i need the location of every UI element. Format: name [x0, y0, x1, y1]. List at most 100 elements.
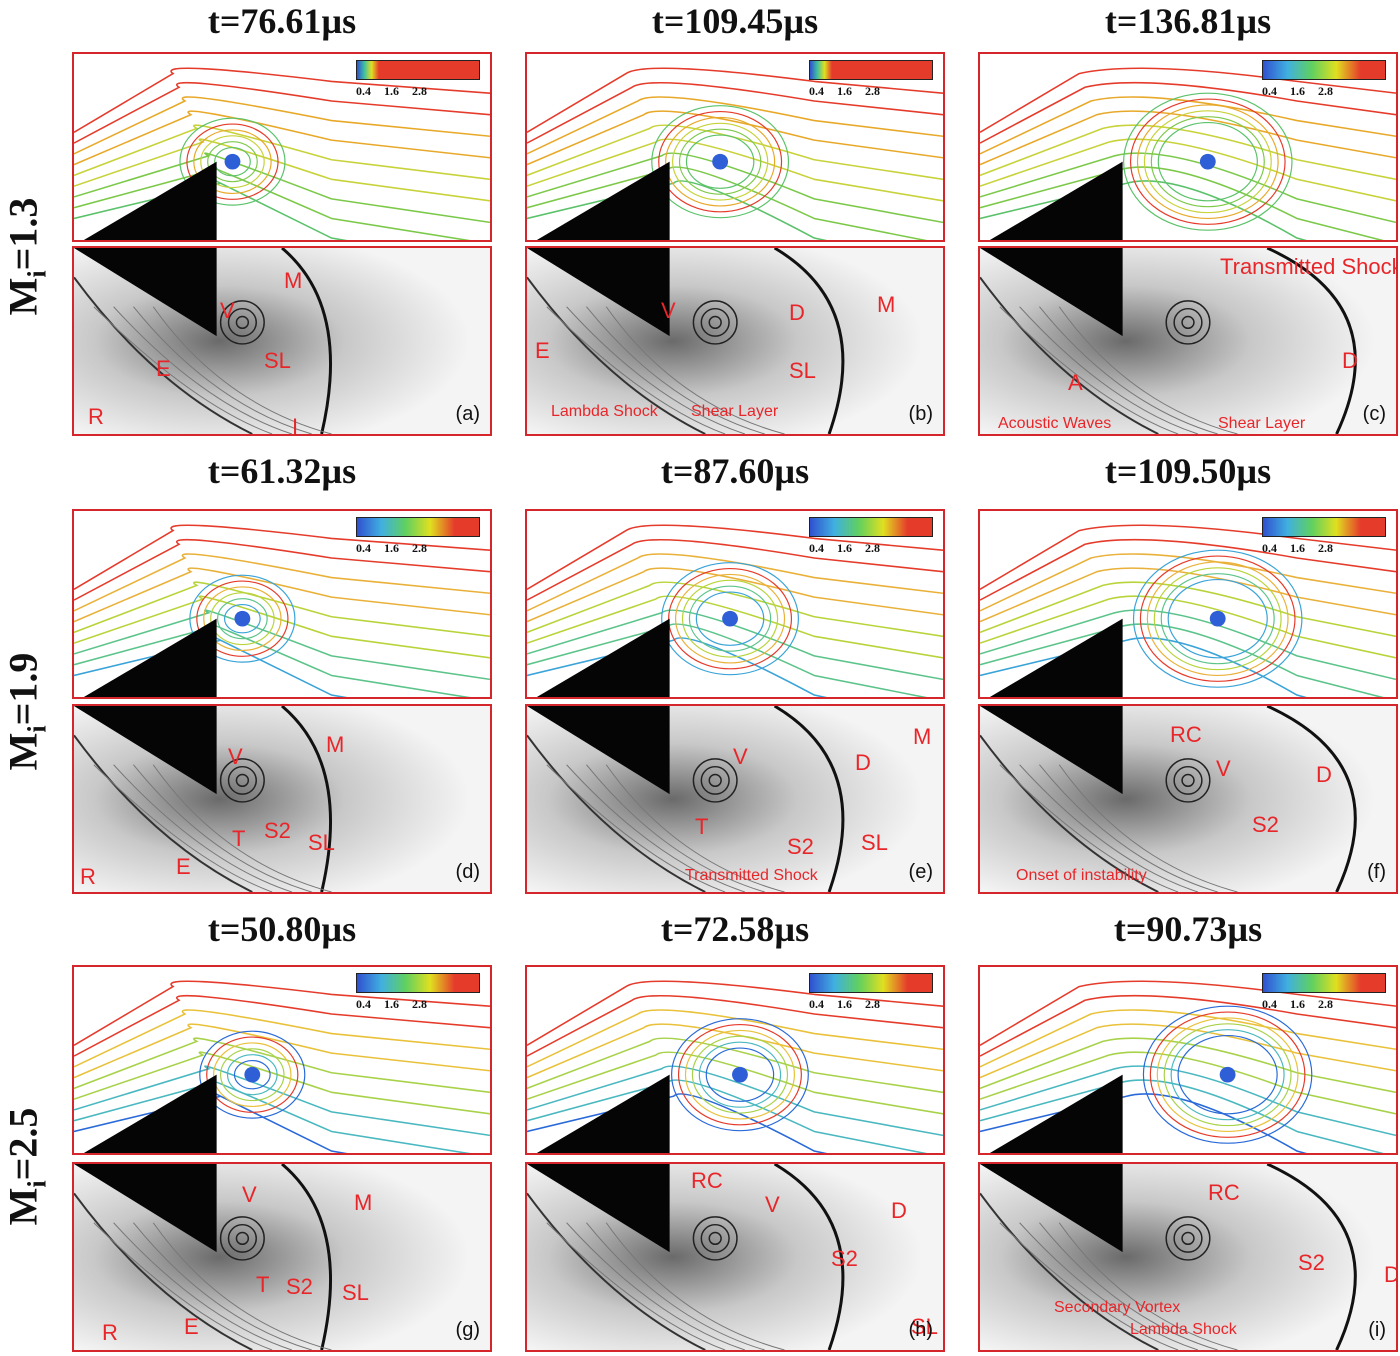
flow-feature-label: D [1342, 348, 1358, 373]
flow-feature-label: A [1068, 370, 1083, 395]
vortex-ring [692, 300, 738, 345]
vortex-ring [692, 758, 738, 803]
flow-feature-label: S2 [787, 834, 814, 859]
vortex-streamline [206, 1036, 299, 1113]
schlieren-panel: Transmitted Shock D A Acoustic Waves Shear L… [978, 246, 1398, 436]
streamline [74, 567, 490, 623]
vortex-streamline [193, 129, 272, 194]
time-title: t=72.58µs [660, 909, 810, 949]
vortex-streamline [691, 1035, 789, 1114]
flow-feature-label: S2 [831, 1246, 858, 1271]
colorbar-tick: 1.6 [1290, 84, 1305, 98]
vortex-streamline [233, 1059, 271, 1090]
streamline [74, 1037, 490, 1094]
vortex-streamline [665, 116, 776, 207]
colorbar-tick: 0.4 [809, 997, 824, 1011]
streamline [74, 1009, 490, 1068]
schlieren-image [980, 1164, 1396, 1350]
wave-line [546, 1222, 726, 1350]
wave-line [566, 764, 746, 892]
flow-feature-label: SL [342, 1280, 369, 1305]
flow-feature-label: E [176, 854, 191, 879]
streamline [74, 1023, 490, 1079]
vortex-core [224, 153, 241, 170]
wave-line [152, 306, 332, 434]
vortex-streamline [207, 141, 258, 183]
vortex-streamline [196, 580, 289, 657]
reflected-shock [527, 276, 706, 434]
streamline [980, 1093, 1307, 1153]
flow-feature-label: Transmitted Shock [1220, 254, 1398, 279]
colorbar-tick: 2.8 [1318, 84, 1333, 98]
flow-feature-label: S2 [264, 818, 291, 843]
vortex-streamline [186, 123, 279, 200]
flow-feature-label: Shear Layer [691, 403, 779, 420]
vortex-streamline [1150, 116, 1265, 208]
mach-subscript: i [22, 725, 52, 733]
vortex-ring [700, 307, 730, 337]
vortex-streamline [681, 579, 779, 658]
vortex-ring [700, 765, 730, 795]
vortex-ring [1173, 1223, 1203, 1253]
streamline [74, 524, 490, 590]
vortex-ring [1181, 315, 1195, 330]
streamline [527, 567, 943, 623]
schlieren-image [980, 706, 1396, 892]
colorbar-tick: 1.6 [837, 84, 852, 98]
colorbar-tick: 2.8 [1318, 541, 1333, 555]
wave-line [133, 306, 312, 434]
vortex-ring [219, 300, 265, 345]
time-title: t=50.80µs [207, 909, 357, 949]
schlieren-image [527, 1164, 943, 1350]
flow-feature-label: R [80, 864, 96, 889]
streamline [527, 166, 928, 240]
streamline [527, 1023, 943, 1079]
panel-tag: (a) [455, 403, 480, 425]
wave-line [1039, 1222, 1218, 1350]
vortex-core [1219, 1066, 1236, 1083]
vortex-ring [700, 1223, 730, 1253]
colorbar-tick: 2.8 [412, 997, 427, 1011]
streamline [527, 180, 828, 240]
colorbar: 0.4 1.6 2.8 [1262, 517, 1386, 557]
vortex-streamline [1132, 549, 1303, 688]
vortex-streamline [210, 592, 275, 646]
streamline [74, 538, 490, 601]
streamline [980, 1023, 1396, 1079]
flow-feature-label: V [1216, 756, 1231, 781]
colorbar-tick: 1.6 [384, 541, 399, 555]
panel-tag: (e) [908, 861, 933, 883]
time-title: t=109.50µs [1104, 451, 1272, 491]
colorbar-gradient [356, 60, 480, 80]
vortex-ring [235, 1231, 250, 1246]
panel-tag: (g) [455, 1319, 480, 1341]
wave-line [93, 1222, 273, 1350]
colorbar-gradient [1262, 973, 1386, 993]
wave-line [566, 306, 746, 434]
colorbar-tick: 0.4 [356, 84, 371, 98]
flow-feature-label: SL [308, 830, 335, 855]
streamline [980, 1051, 1396, 1115]
vortex-streamline [226, 1054, 278, 1096]
flow-feature-label: Secondary Vortex [1054, 1299, 1181, 1316]
vortex-streamline [678, 128, 762, 195]
vortex-streamline [1129, 98, 1286, 225]
vortex-ring [1181, 773, 1195, 788]
vortex-streamline [674, 573, 786, 664]
vortex-streamline [668, 567, 793, 670]
colorbar-tick: 2.8 [412, 84, 427, 98]
streamline-panel: 0.4 1.6 2.8 [978, 965, 1398, 1155]
colorbar-tick: 0.4 [809, 84, 824, 98]
flow-feature-label: V [765, 1192, 780, 1217]
streamline [74, 637, 348, 697]
vortex-streamline [1156, 1017, 1299, 1133]
wave-line [1019, 306, 1199, 434]
colorbar-tick: 2.8 [865, 997, 880, 1011]
streamline [74, 110, 490, 166]
flow-feature-label: RC [691, 1168, 723, 1193]
vortex-ring [692, 1216, 738, 1261]
colorbar-tick: 1.6 [837, 541, 852, 555]
streamline-panel: 0.4 1.6 2.8 [72, 509, 492, 699]
wedge [980, 706, 1123, 795]
shock-front [1266, 248, 1357, 434]
